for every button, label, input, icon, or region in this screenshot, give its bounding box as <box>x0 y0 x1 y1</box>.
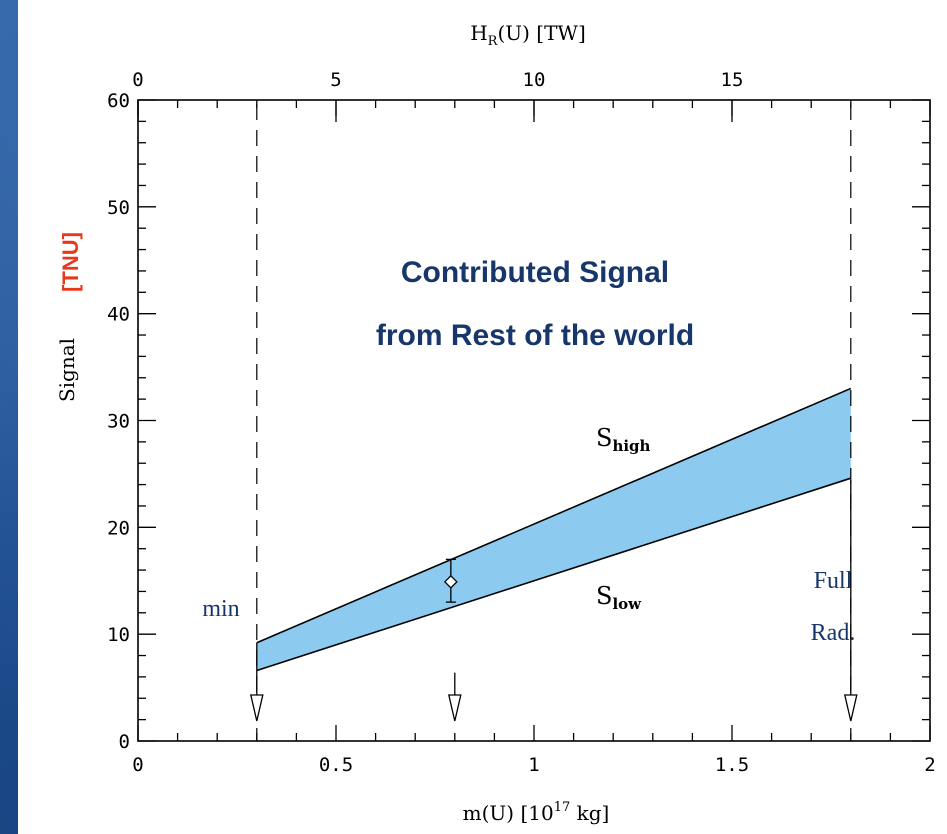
arrow-head-2 <box>843 694 858 722</box>
x2-tick-label: 5 <box>330 69 341 91</box>
annotation-full-line1: Full <box>814 568 853 594</box>
chart-slide: HR(U) [TW] m(U) [1017 kg] Signal [TNU] C… <box>18 0 947 834</box>
text-layer: HR(U) [TW] m(U) [1017 kg] Signal [TNU] C… <box>55 21 936 825</box>
y-tick-label: 10 <box>107 624 130 646</box>
annotation-title-line1: Contributed Signal <box>401 256 669 289</box>
x-tick-label: 0 <box>132 754 143 776</box>
data-point-diamond <box>443 574 458 589</box>
x2-tick-label: 15 <box>721 69 744 91</box>
x2-tick-label: 10 <box>523 69 546 91</box>
signal-band-layer <box>256 388 851 671</box>
axis-ticks-layer <box>137 99 931 742</box>
series-label-low: Slow <box>596 582 642 613</box>
y-tick-label: 40 <box>107 304 130 326</box>
bottom-axis-title: m(U) [1017 kg] <box>463 800 610 825</box>
arrow-head-1 <box>447 694 462 722</box>
series-label-high: Shigh <box>596 424 651 455</box>
y-tick-label: 0 <box>119 731 130 753</box>
y-axis-title: Signal <box>55 338 79 402</box>
y-tick-label: 50 <box>107 197 130 219</box>
y-tick-label: 30 <box>107 411 130 433</box>
marks-layer <box>249 387 858 722</box>
annotation-title-line2: from Rest of the world <box>376 319 694 352</box>
x-tick-label: 1 <box>528 754 539 776</box>
signal-band <box>256 388 851 671</box>
annotation-full-line2: Rad. <box>811 620 856 646</box>
y-tick-label: 60 <box>107 90 130 112</box>
x-tick-label: 0.5 <box>319 754 353 776</box>
arrow-head-0 <box>249 694 264 722</box>
x-tick-label: 2 <box>924 754 935 776</box>
y-tick-label: 20 <box>107 517 130 539</box>
x2-tick-label: 0 <box>132 69 143 91</box>
series-line-high <box>256 387 852 644</box>
annotation-min: min <box>202 596 239 622</box>
top-axis-title: HR(U) [TW] <box>470 21 586 49</box>
series-line-low <box>256 477 852 672</box>
x-tick-label: 1.5 <box>715 754 749 776</box>
signal-vs-uranium-mass-chart: HR(U) [TW] m(U) [1017 kg] Signal [TNU] C… <box>55 21 936 825</box>
y-axis-unit: [TNU] <box>58 232 83 292</box>
